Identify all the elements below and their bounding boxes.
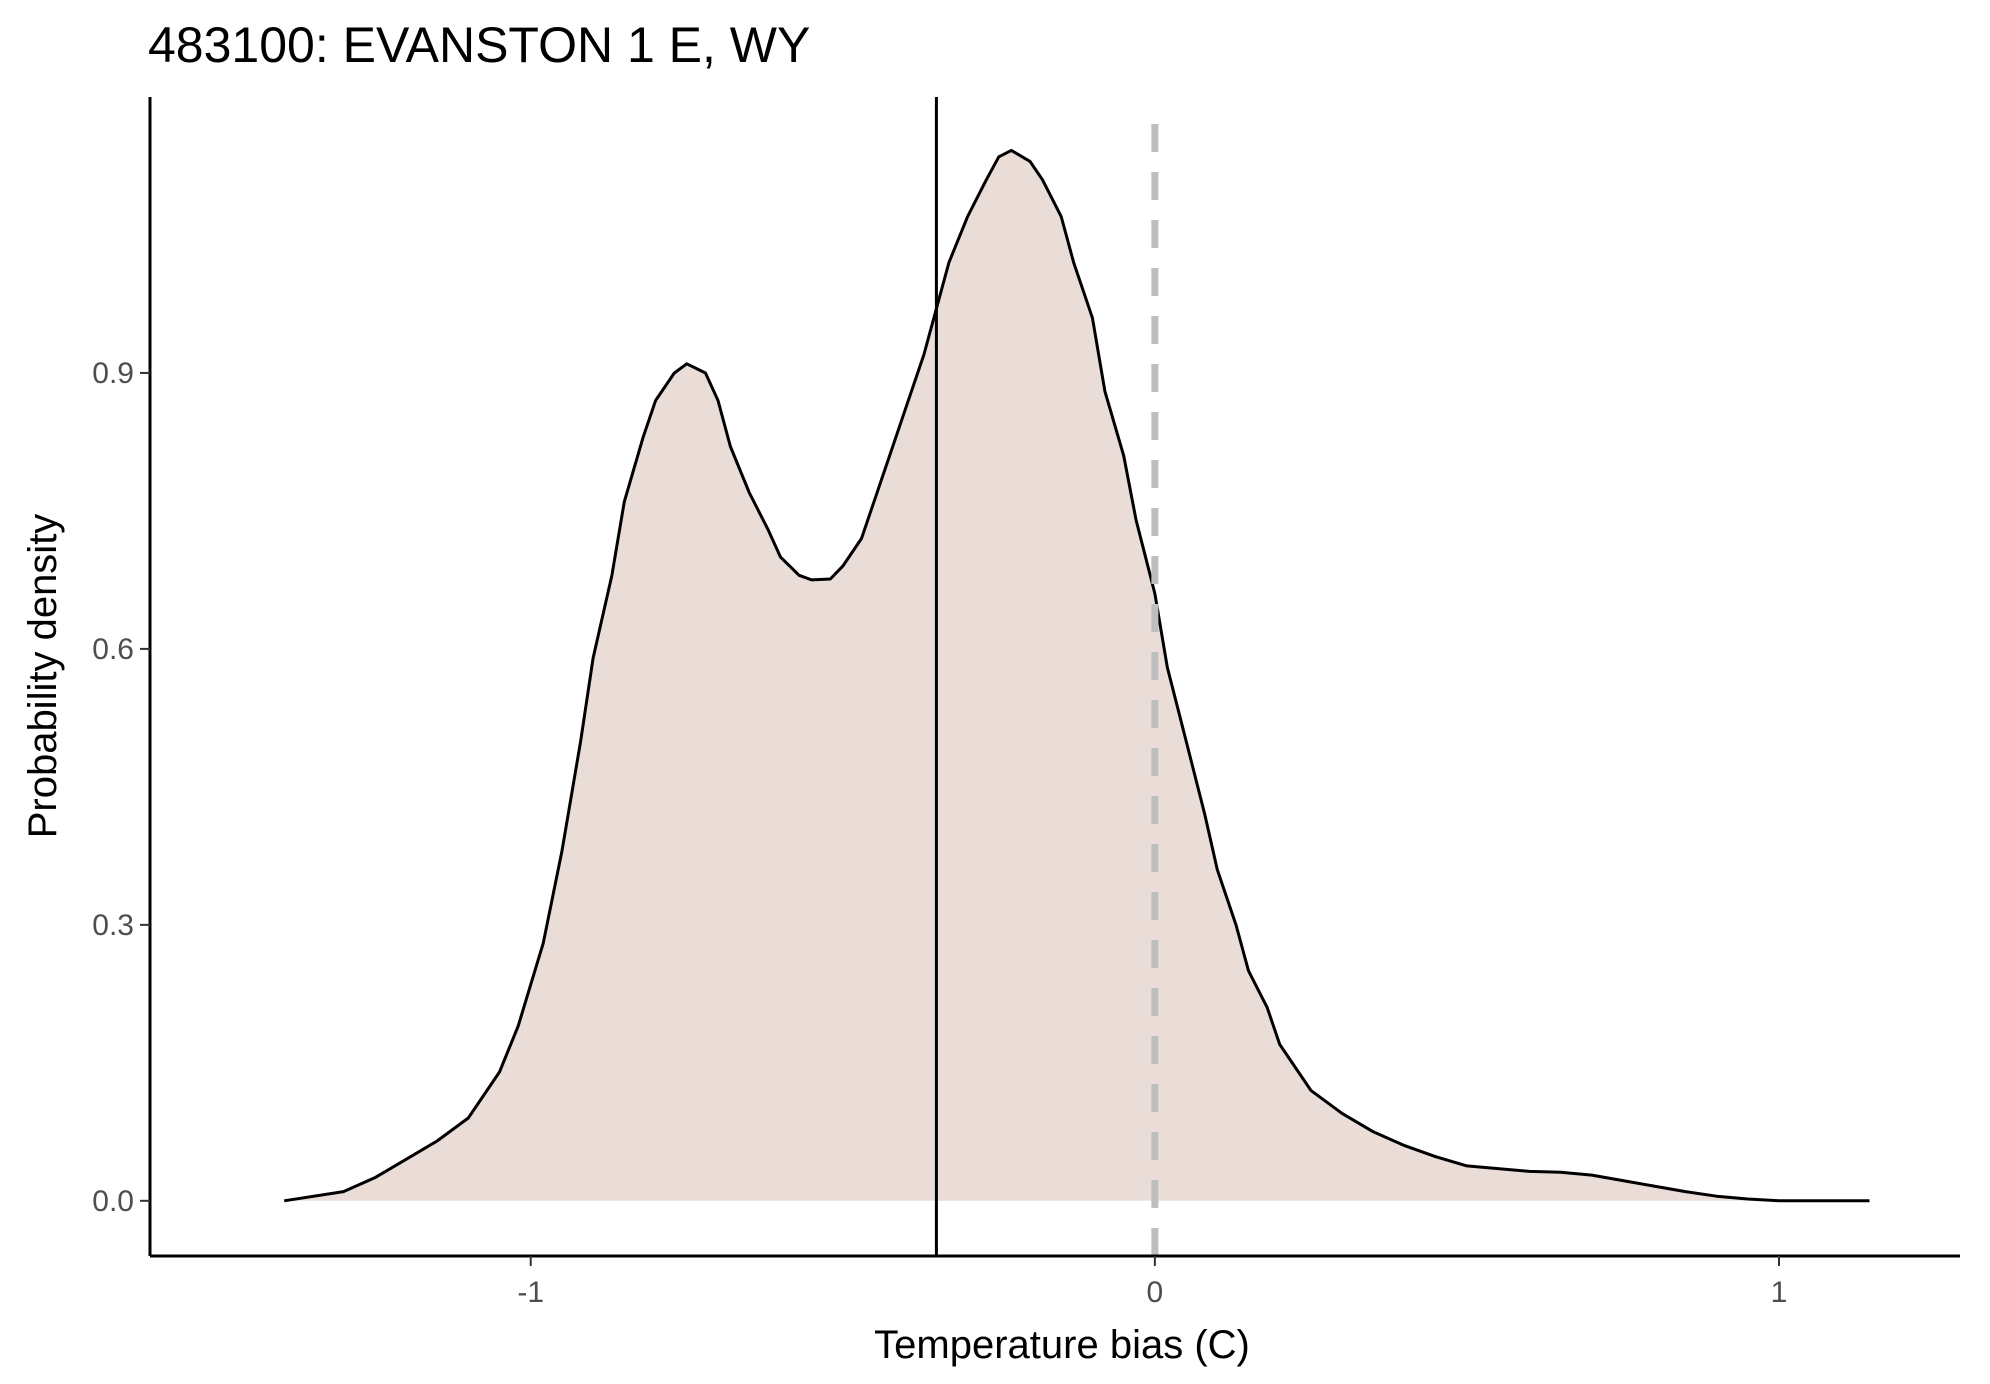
- x-tick-label: -1: [517, 1276, 544, 1309]
- x-axis-label: Temperature bias (C): [874, 1323, 1250, 1367]
- density-area: [284, 150, 1870, 1201]
- y-tick-label: 0.6: [92, 633, 134, 666]
- chart-title: 483100: EVANSTON 1 E, WY: [148, 17, 810, 73]
- plot-area: [283, 97, 1870, 1256]
- density-curve: [283, 148, 1870, 1203]
- y-axis-ticks: 0.0 0.3 0.6 0.9: [92, 357, 150, 1218]
- x-tick-label: 1: [1771, 1276, 1788, 1309]
- x-tick-label: 0: [1147, 1276, 1164, 1309]
- y-tick-label: 0.9: [92, 357, 134, 390]
- x-axis-ticks: -1 0 1: [517, 1256, 1787, 1309]
- y-tick-label: 0.0: [92, 1185, 134, 1218]
- y-axis-label: Probability density: [21, 514, 65, 839]
- y-tick-label: 0.3: [92, 909, 134, 942]
